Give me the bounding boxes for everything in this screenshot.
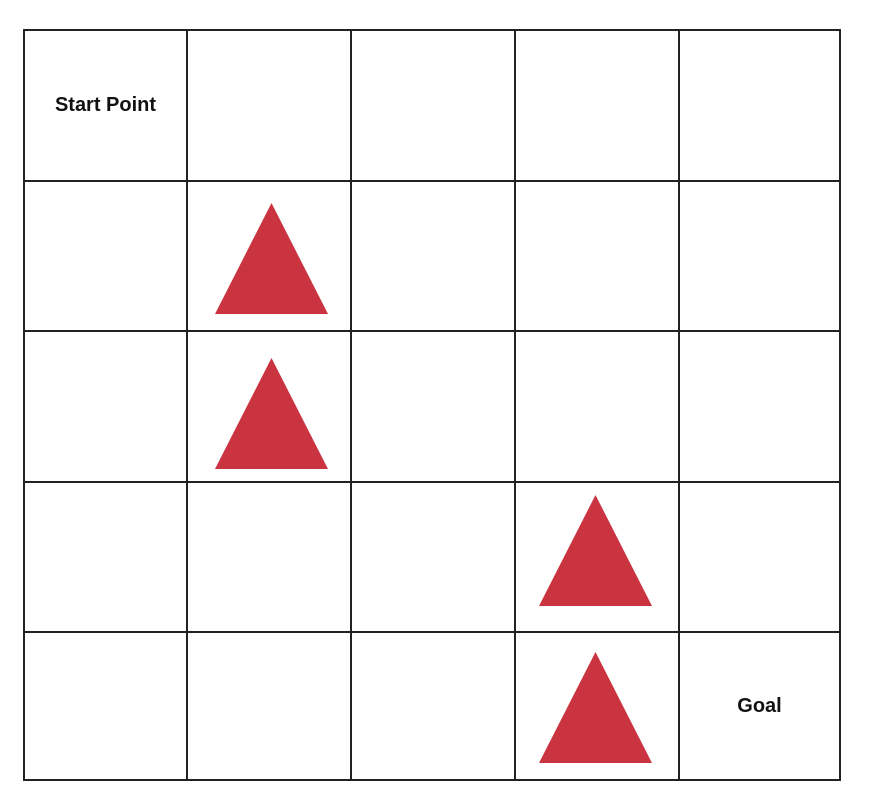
grid-line-vertical: [186, 31, 188, 779]
grid-world: Start Point Goal: [23, 29, 841, 781]
triangle-obstacle-icon: [539, 652, 652, 763]
grid-line-horizontal: [25, 180, 839, 182]
triangle-obstacle-icon: [539, 495, 652, 606]
goal-label: Goal: [680, 633, 839, 779]
start-point-label: Start Point: [25, 31, 186, 180]
grid-line-vertical: [514, 31, 516, 779]
grid-line-vertical: [350, 31, 352, 779]
grid-line-horizontal: [25, 481, 839, 483]
grid-line-horizontal: [25, 330, 839, 332]
triangle-obstacle-icon: [215, 203, 328, 314]
triangle-obstacle-icon: [215, 358, 328, 469]
